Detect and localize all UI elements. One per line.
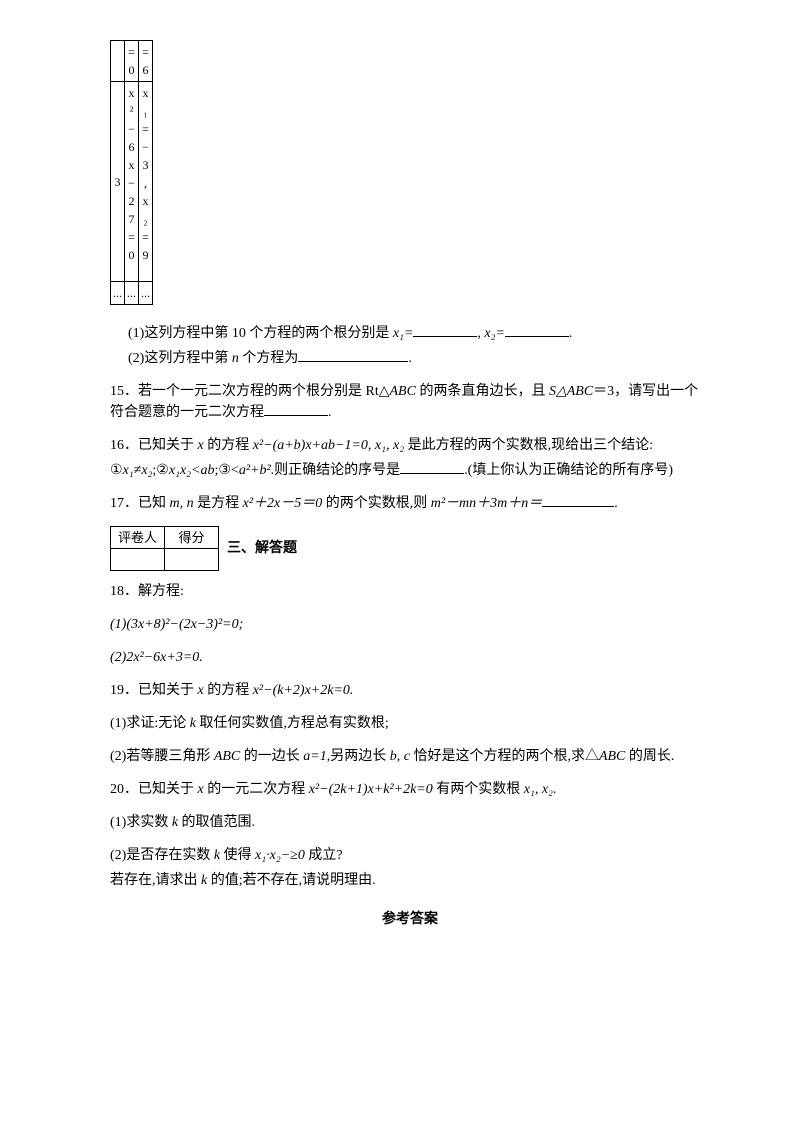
q14-2d: . bbox=[408, 351, 412, 366]
q20-head: 20．已知关于 x 的一元二次方程 x²−(2k+1)x+k²+2k=0 有两个… bbox=[110, 779, 710, 800]
q20-p2l2b: 的值;若不存在,请说明理由. bbox=[207, 873, 375, 888]
q14: (1)这列方程中第 10 个方程的两个根分别是 x₁= , x₂=. (2)这列方… bbox=[110, 323, 710, 369]
cell-r3c2: ... bbox=[125, 282, 139, 305]
cell-r2c1: 3 bbox=[111, 82, 125, 282]
cell-r1c2: = 0 bbox=[125, 41, 139, 82]
blank bbox=[298, 348, 408, 362]
q16-opt3: a²+b² bbox=[239, 463, 271, 478]
blank bbox=[264, 402, 328, 416]
q15-d: . bbox=[328, 405, 332, 420]
blank bbox=[413, 323, 477, 337]
blank bbox=[542, 493, 614, 507]
q15-abc: ABC bbox=[390, 384, 416, 399]
q18-head: 18．解方程: bbox=[110, 581, 710, 602]
q16-s2: ;③< bbox=[214, 463, 238, 478]
q18-p2-text: (2)2x²−6x+3=0. bbox=[110, 650, 203, 665]
score-v2 bbox=[165, 549, 219, 571]
q15-sabc: S△ABC bbox=[549, 384, 593, 399]
q19-head: 19．已知关于 x 的方程 x²−(k+2)x+2k=0. bbox=[110, 680, 710, 701]
score-h1: 评卷人 bbox=[111, 527, 165, 549]
q20-ha: 20．已知关于 bbox=[110, 782, 198, 797]
q19-p1: (1)求证:无论 k 取任何实数值,方程总有实数根; bbox=[110, 713, 710, 734]
q14-n: n bbox=[232, 351, 239, 366]
blank bbox=[400, 460, 464, 474]
q19-p1a: (1)求证:无论 bbox=[110, 716, 190, 731]
cell-r2c2: x ² − 6 x − 2 7 = 0 bbox=[125, 82, 139, 282]
q20-hb: 的一元二次方程 bbox=[204, 782, 309, 797]
blank bbox=[505, 323, 569, 337]
q17-mn: m, n bbox=[170, 496, 194, 511]
q19-p2abc: ABC bbox=[214, 749, 240, 764]
q19-p2c: ,另两边长 bbox=[327, 749, 390, 764]
q16-eq: x²−(a+b)x+ab−1=0, x₁, x₂ bbox=[253, 438, 404, 453]
q16-opt1: x₁≠x₂ bbox=[123, 463, 153, 478]
q18-p2: (2)2x²−6x+3=0. bbox=[110, 647, 710, 668]
q16-c: 是此方程的两个实数根,现给出三个结论: bbox=[404, 438, 653, 453]
q17-c: 的两个实数根,则 bbox=[322, 496, 431, 511]
cell-r2c3: x ₁ = − 3 , x ₂ = 9 bbox=[139, 82, 153, 282]
q20-p2l2a: 若存在,请求出 bbox=[110, 873, 201, 888]
q20-p2expr: x₁·x₂−≥0 bbox=[255, 848, 305, 863]
q19-p2d: 恰好是这个方程的两个根,求△ bbox=[410, 749, 599, 764]
q16-l2c: .(填上你认为正确结论的所有序号) bbox=[464, 463, 673, 478]
q20-p2c: 成立? bbox=[305, 848, 343, 863]
cell-r3c3: ... bbox=[139, 282, 153, 305]
q14-1d: . bbox=[569, 326, 573, 341]
q17-b: 是方程 bbox=[194, 496, 243, 511]
q20-hc: 有两个实数根 bbox=[433, 782, 524, 797]
q19-p2e: 的周长. bbox=[625, 749, 674, 764]
q19-p2eq: a=1 bbox=[303, 749, 326, 764]
q14-2a: (2)这列方程中第 bbox=[128, 351, 232, 366]
q16-l2a: ① bbox=[110, 463, 123, 478]
q16-b: 的方程 bbox=[204, 438, 253, 453]
q20-p2b: 使得 bbox=[220, 848, 255, 863]
score-h2: 得分 bbox=[165, 527, 219, 549]
q14-x1: x₁= bbox=[393, 326, 414, 341]
q19-p2: (2)若等腰三角形 ABC 的一边长 a=1,另两边长 b, c 恰好是这个方程… bbox=[110, 746, 710, 767]
q17: 17．已知 m, n 是方程 x²＋2x－5＝0 的两个实数根,则 m²－mn＋… bbox=[110, 493, 710, 514]
q20-p2a: (2)是否存在实数 bbox=[110, 848, 214, 863]
q14-1a: (1)这列方程中第 10 个方程的两个根分别是 bbox=[128, 326, 393, 341]
q15-a: 15．若一个一元二次方程的两个根分别是 Rt△ bbox=[110, 384, 390, 399]
q15-b: 的两条直角边长，且 bbox=[416, 384, 549, 399]
q17-expr: m²－mn＋3m＋n＝ bbox=[431, 496, 543, 511]
q18-p1: (1)(3x+8)²−(2x−3)²=0; bbox=[110, 614, 710, 635]
q18-p1-text: (1)(3x+8)²−(2x−3)²=0; bbox=[110, 617, 243, 632]
q19-hb: 的方程 bbox=[204, 683, 253, 698]
cell-r3c1: ... bbox=[111, 282, 125, 305]
q14-1c: , x₂= bbox=[477, 326, 505, 341]
q19-p2bc: b, c bbox=[390, 749, 410, 764]
section3-title: 三、解答题 bbox=[227, 538, 297, 559]
q16-a: 16．已知关于 bbox=[110, 438, 198, 453]
q14-2c: 个方程为 bbox=[239, 351, 299, 366]
q17-d: . bbox=[614, 496, 618, 511]
q20-p2: (2)是否存在实数 k 使得 x₁·x₂−≥0 成立? 若存在,请求出 k 的值… bbox=[110, 845, 710, 891]
cell-r1c3: = 6 bbox=[139, 41, 153, 82]
answer-title: 参考答案 bbox=[110, 909, 710, 930]
section-row: 评卷人 得分 三、解答题 bbox=[110, 526, 710, 571]
q16-opt2: x₁x₂<ab bbox=[169, 463, 215, 478]
q20-eq: x²−(2k+1)x+k²+2k=0 bbox=[309, 782, 433, 797]
q19-p2abc2: ABC bbox=[599, 749, 625, 764]
q20-p1a: (1)求实数 bbox=[110, 815, 172, 830]
q19-eq: x²−(k+2)x+2k=0. bbox=[253, 683, 354, 698]
q19-p2b: 的一边长 bbox=[240, 749, 303, 764]
q17-a: 17．已知 bbox=[110, 496, 170, 511]
q19-ha: 19．已知关于 bbox=[110, 683, 198, 698]
q20-hd: . bbox=[553, 782, 557, 797]
q16-s1: ;② bbox=[152, 463, 168, 478]
q17-eq: x²＋2x－5＝0 bbox=[243, 496, 323, 511]
q18: 18．解方程: bbox=[110, 581, 710, 602]
q16-l2b: .则正确结论的序号是 bbox=[271, 463, 401, 478]
score-v1 bbox=[111, 549, 165, 571]
q15: 15．若一个一元二次方程的两个根分别是 Rt△ABC 的两条直角边长，且 S△A… bbox=[110, 381, 710, 423]
q20-p1: (1)求实数 k 的取值范围. bbox=[110, 812, 710, 833]
q20-p1b: 的取值范围. bbox=[178, 815, 255, 830]
equation-sequence-table: = 0 = 6 3 x ² − 6 x − 2 7 = 0 x ₁ = − 3 … bbox=[110, 40, 153, 305]
q16: 16．已知关于 x 的方程 x²−(a+b)x+ab−1=0, x₁, x₂ 是… bbox=[110, 435, 710, 481]
q20-roots: x₁, x₂ bbox=[524, 782, 553, 797]
q19-p2a: (2)若等腰三角形 bbox=[110, 749, 214, 764]
q19-p1b: 取任何实数值,方程总有实数根; bbox=[196, 716, 389, 731]
score-table: 评卷人 得分 bbox=[110, 526, 219, 571]
